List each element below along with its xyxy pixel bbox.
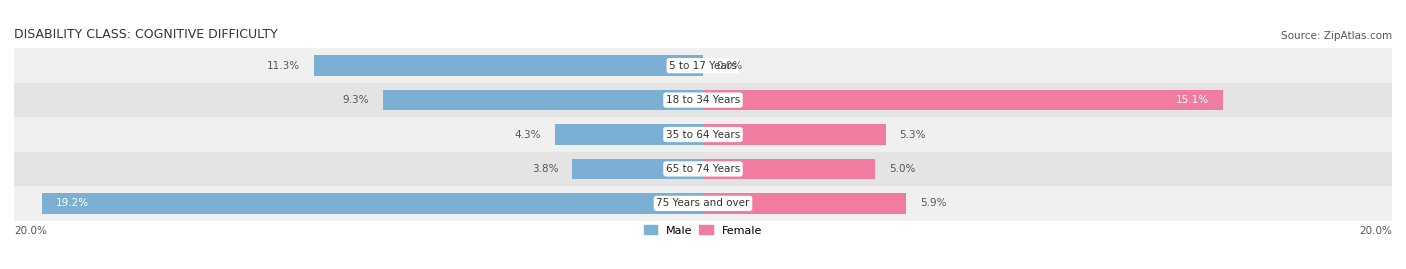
Text: 15.1%: 15.1% [1177, 95, 1209, 105]
Text: 35 to 64 Years: 35 to 64 Years [666, 129, 740, 140]
Bar [555, 124, 703, 145]
Text: 3.8%: 3.8% [531, 164, 558, 174]
Legend: Male, Female: Male, Female [644, 225, 762, 236]
Text: 4.3%: 4.3% [515, 129, 541, 140]
Text: 75 Years and over: 75 Years and over [657, 198, 749, 208]
Text: 5 to 17 Years: 5 to 17 Years [669, 61, 737, 71]
Bar [703, 124, 886, 145]
Text: 19.2%: 19.2% [55, 198, 89, 208]
Bar [14, 117, 1392, 152]
Bar [14, 48, 1392, 83]
Bar [572, 159, 703, 179]
Bar [314, 55, 703, 76]
Bar [14, 152, 1392, 186]
Bar [382, 90, 703, 110]
Text: 5.0%: 5.0% [889, 164, 915, 174]
Text: 11.3%: 11.3% [267, 61, 299, 71]
Text: 9.3%: 9.3% [343, 95, 368, 105]
Bar [703, 193, 907, 214]
Text: 5.3%: 5.3% [900, 129, 925, 140]
Bar [42, 193, 703, 214]
Bar [703, 90, 1223, 110]
Text: 5.9%: 5.9% [920, 198, 946, 208]
Text: DISABILITY CLASS: COGNITIVE DIFFICULTY: DISABILITY CLASS: COGNITIVE DIFFICULTY [14, 28, 278, 41]
Text: Source: ZipAtlas.com: Source: ZipAtlas.com [1281, 31, 1392, 41]
Text: 65 to 74 Years: 65 to 74 Years [666, 164, 740, 174]
Bar [14, 186, 1392, 221]
Bar [14, 83, 1392, 117]
Text: 20.0%: 20.0% [1360, 226, 1392, 236]
Bar [703, 159, 875, 179]
Text: 20.0%: 20.0% [14, 226, 46, 236]
Text: 0.0%: 0.0% [717, 61, 742, 71]
Text: 18 to 34 Years: 18 to 34 Years [666, 95, 740, 105]
